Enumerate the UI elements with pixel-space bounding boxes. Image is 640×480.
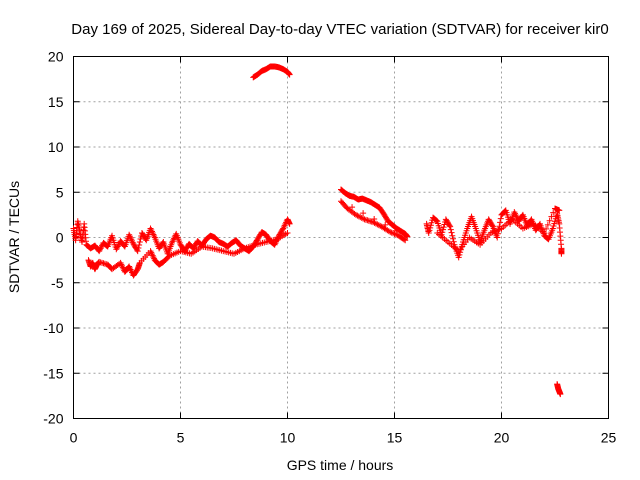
- data-point: [402, 237, 409, 244]
- data-point: [448, 229, 455, 236]
- series-track-d: [338, 186, 411, 244]
- y-tick-label: 15: [48, 94, 64, 110]
- data-point: [546, 217, 553, 224]
- data-point: [427, 222, 434, 229]
- data-point: [428, 219, 435, 226]
- data-point: [391, 230, 398, 237]
- data-point: [388, 229, 395, 236]
- y-tick-label: 5: [56, 184, 64, 200]
- data-point: [135, 245, 142, 252]
- x-tick-label: 5: [177, 430, 185, 446]
- data-point: [558, 250, 565, 257]
- data-point: [447, 223, 454, 230]
- data-point: [279, 226, 286, 233]
- x-tick-label: 20: [494, 430, 510, 446]
- data-point: [544, 221, 551, 228]
- data-point: [432, 217, 439, 224]
- data-point: [446, 222, 453, 229]
- data-point: [121, 242, 128, 249]
- series-track-a: [70, 216, 293, 257]
- series-track-c: [250, 63, 293, 81]
- data-point: [426, 227, 433, 234]
- data-point: [440, 226, 447, 233]
- data-point: [98, 244, 105, 251]
- data-point: [439, 229, 446, 236]
- data-point: [360, 210, 367, 217]
- data-point: [401, 236, 408, 243]
- data-point: [447, 226, 454, 233]
- data-point: [390, 230, 397, 237]
- series-track-g: [554, 381, 564, 398]
- data-point: [449, 232, 456, 239]
- x-tick-label: 25: [601, 430, 617, 446]
- data-points: [70, 63, 565, 398]
- data-point: [136, 239, 143, 246]
- data-point: [134, 248, 141, 255]
- data-point: [550, 209, 557, 216]
- x-tick-label: 0: [70, 430, 78, 446]
- data-point: [404, 233, 411, 240]
- data-point: [387, 229, 394, 236]
- data-point: [104, 242, 111, 249]
- data-point: [456, 251, 463, 258]
- series-track-b: [85, 229, 291, 279]
- y-tick-label: 20: [48, 49, 64, 65]
- data-point: [96, 246, 103, 253]
- data-point: [96, 248, 103, 255]
- data-point: [497, 219, 504, 226]
- y-tick-label: 0: [56, 230, 64, 246]
- data-point: [489, 222, 496, 229]
- data-point: [97, 245, 104, 252]
- x-tick-label: 10: [280, 430, 296, 446]
- data-point: [286, 220, 293, 227]
- data-point: [136, 242, 143, 249]
- data-point: [392, 231, 399, 238]
- data-point: [449, 235, 456, 242]
- data-point: [455, 254, 462, 261]
- data-point: [440, 224, 447, 231]
- data-point: [114, 243, 121, 250]
- data-point: [557, 391, 564, 398]
- grid-lines: [73, 56, 609, 419]
- data-point: [541, 229, 548, 236]
- y-tick-label: -20: [43, 411, 63, 427]
- y-axis-label: SDTVAR / TECUs: [6, 181, 22, 293]
- data-point: [286, 71, 293, 78]
- y-tick-label: 10: [48, 139, 64, 155]
- data-point: [427, 224, 434, 231]
- data-point: [497, 215, 504, 222]
- y-tick-label: -10: [43, 320, 63, 336]
- data-point: [284, 229, 291, 236]
- data-point: [543, 225, 550, 232]
- y-tick-label: -15: [43, 365, 63, 381]
- y-tick-label: -5: [51, 275, 64, 291]
- data-point: [114, 244, 121, 251]
- x-tick-label: 15: [387, 430, 403, 446]
- data-point: [556, 207, 563, 214]
- axis-ticks: [73, 56, 609, 419]
- data-point: [494, 234, 501, 241]
- data-point: [113, 246, 120, 253]
- axis-tick-labels: 0 5 10 15 20 25 -20 -15 -10 -5 0 5 10 15 20: [43, 49, 616, 446]
- data-point: [425, 229, 432, 236]
- x-axis-label: GPS time / hours: [287, 457, 394, 473]
- data-point: [544, 235, 551, 242]
- series-track-f: [434, 205, 563, 255]
- data-point: [433, 217, 440, 224]
- data-point: [548, 213, 555, 220]
- chart-title: Day 169 of 2025, Sidereal Day-to-day VTE…: [71, 21, 608, 38]
- data-point: [360, 215, 367, 222]
